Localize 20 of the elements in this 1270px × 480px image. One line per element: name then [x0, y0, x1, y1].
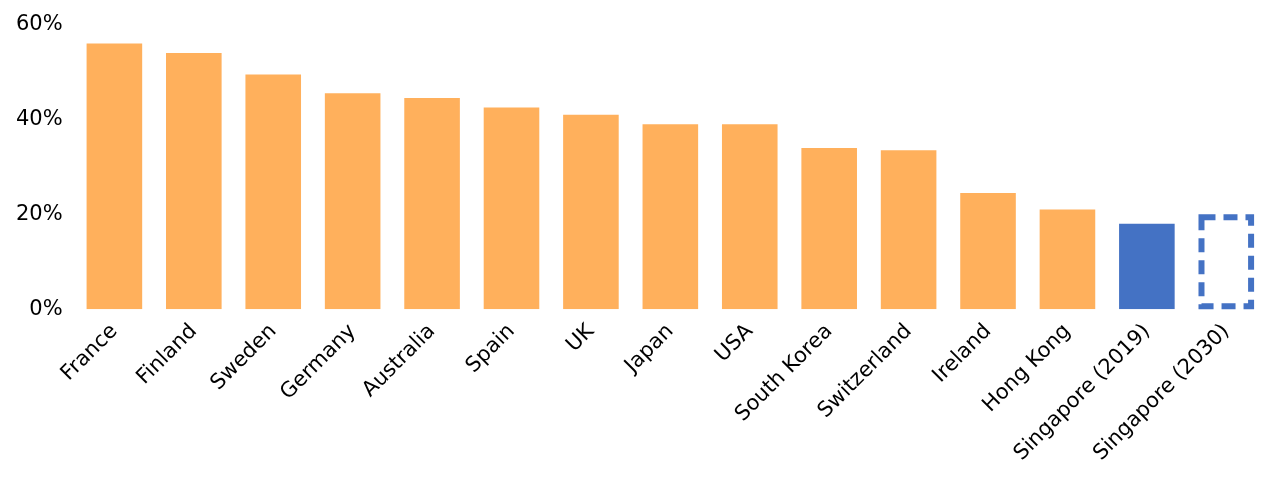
y-tick-label: 60% [15, 11, 63, 36]
bar [1119, 223, 1175, 310]
bar [324, 93, 381, 310]
bar [166, 53, 222, 310]
bar [880, 150, 937, 310]
bar [86, 43, 143, 310]
bar [642, 124, 699, 310]
bar [801, 147, 857, 310]
bar [960, 192, 1016, 310]
y-tick-label: 20% [15, 200, 63, 225]
y-tick-label: 40% [15, 105, 63, 130]
bar [721, 124, 778, 310]
bar [563, 114, 619, 310]
bar [245, 74, 302, 310]
bar [404, 98, 460, 310]
bar [483, 107, 540, 310]
x-tick-label: UK [560, 317, 600, 357]
x-tick-label: USA [709, 318, 758, 367]
y-tick-label: 0% [29, 295, 63, 320]
bar [1039, 209, 1096, 310]
